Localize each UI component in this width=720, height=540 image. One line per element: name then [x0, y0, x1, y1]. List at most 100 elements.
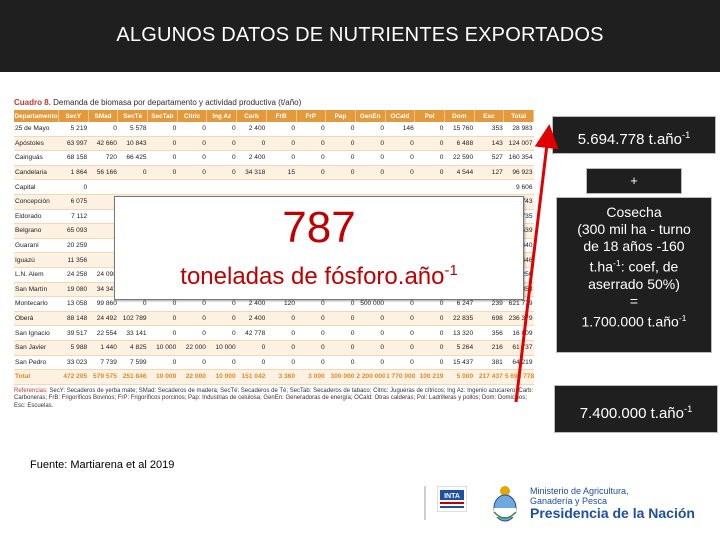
table-header-cell: Citric	[177, 110, 208, 122]
value-cell: 61 737	[503, 340, 534, 356]
total-value-cell: 217 437	[474, 369, 504, 385]
value-cell: 0	[266, 340, 296, 356]
value-cell: 0	[206, 311, 237, 327]
table-total-row: Total 472 205 579 575 251 846 10 000 22 000 10…	[14, 369, 534, 385]
value-cell: 19 080	[58, 282, 89, 298]
value-cell: 68 158	[58, 150, 89, 166]
value-cell: 10 843	[117, 136, 148, 152]
value-cell: 0	[117, 296, 148, 312]
argentina-shield-icon	[493, 486, 517, 522]
value-cell: 0	[355, 325, 386, 341]
table-row: Capital 0 9 606	[14, 179, 534, 195]
value-cell	[117, 179, 148, 195]
table-caption-prefix: Cuadro 8.	[14, 98, 51, 107]
table-row: Candelaria 1 864 56 166 0 0 0 0 34 318 15 0 0 0 0 0 4 …	[14, 165, 534, 181]
department-cell: Oberá	[14, 311, 59, 327]
value-cell	[236, 179, 267, 195]
total-value-cell: 3 360	[266, 369, 296, 385]
value-cell: 15 760	[444, 122, 475, 137]
value-cell: 9 606	[503, 179, 534, 195]
value-cell	[177, 179, 207, 195]
presidencia-label: Presidencia de la Nación	[530, 505, 695, 521]
total-value-cell: 3 000	[296, 369, 326, 385]
department-cell: San Martín	[14, 282, 59, 298]
value-cell: 146	[385, 122, 415, 137]
value-cell: 2 400	[236, 150, 267, 166]
value-cell: 102 789	[117, 311, 148, 327]
total-label-cell: Total	[14, 369, 59, 385]
value-cell: 0	[236, 340, 267, 356]
harvest-line-4: t.ha-1: coef, de	[589, 258, 679, 275]
value-cell: 0	[296, 122, 326, 137]
title-bar: ALGUNOS DATOS DE NUTRIENTES EXPORTADOS	[0, 0, 720, 72]
value-cell: 66 425	[117, 150, 148, 166]
table-header-cell: Departamento	[14, 110, 59, 122]
value-cell: 0	[385, 296, 415, 312]
value-cell: 0	[147, 311, 178, 327]
value-cell: 1 440	[88, 340, 118, 356]
value-cell: 22 554	[88, 325, 118, 341]
value-cell: 0	[266, 311, 296, 327]
value-cell: 527	[474, 150, 504, 166]
value-cell: 7 112	[58, 209, 89, 225]
harvest-box: Cosecha (300 mil ha - turno de 18 años -…	[556, 197, 712, 353]
value-cell: 120	[266, 296, 296, 312]
value-cell: 236 379	[503, 311, 534, 327]
value-cell: 0	[147, 296, 178, 312]
total-value-cell: 1 770 000	[385, 369, 415, 385]
table-header-cell: Ing Az	[206, 110, 238, 122]
table-row: San Javier 5 988 1 440 4 825 10 000 22 000 10 …	[14, 340, 534, 356]
value-cell: 0	[296, 136, 326, 152]
value-cell: 0	[355, 150, 386, 166]
value-cell: 0	[296, 325, 326, 341]
value-cell: 0	[177, 311, 207, 327]
table-caption: Cuadro 8. Demanda de biomasa por departa…	[14, 96, 534, 110]
value-cell: 0	[296, 165, 326, 181]
phosphorus-amount: 787	[282, 203, 356, 252]
value-cell: 353	[474, 122, 504, 137]
value-cell	[444, 179, 475, 195]
value-cell: 20 259	[58, 238, 89, 254]
table-row: San Pedro 33 023 7 739 7 599 0 0 0 0 0 0 0 0 0 0 15 43…	[14, 355, 534, 371]
harvest-line-3: de 18 años -160	[583, 238, 685, 254]
total-value-cell: 579 575	[88, 369, 118, 385]
value-cell	[414, 179, 445, 195]
value-cell	[474, 179, 504, 195]
value-cell: 11 356	[58, 252, 89, 268]
total-value-cell: 5 000	[444, 369, 475, 385]
total-value-cell: 300 000	[325, 369, 356, 385]
value-cell: 0	[355, 136, 386, 152]
table-caption-text: Demanda de biomasa por departamento y ac…	[53, 98, 302, 107]
value-cell: 698	[474, 311, 504, 327]
value-cell: 0	[355, 122, 386, 137]
value-cell	[147, 179, 178, 195]
value-cell: 6 075	[58, 194, 89, 210]
value-cell: 124 007	[503, 136, 534, 152]
department-cell: Apóstoles	[14, 136, 59, 152]
ministerio-label: Ministerio de Agricultura, Ganadería y P…	[530, 486, 629, 506]
value-cell: 0	[296, 340, 326, 356]
value-cell: 0	[414, 122, 445, 137]
value-cell: 2 400	[236, 122, 267, 137]
table-header-cell: Carb	[236, 110, 267, 122]
value-cell: 0	[325, 325, 356, 341]
phosphorus-callout: 787 toneladas de fósforo.año-1	[114, 196, 524, 300]
value-cell: 127	[474, 165, 504, 181]
value-cell: 0	[177, 122, 207, 137]
table-header-cell: Dom	[444, 110, 475, 122]
value-cell	[385, 179, 415, 195]
value-cell: 381	[474, 355, 504, 371]
source-note: Fuente: Martiarena et al 2019	[30, 459, 175, 471]
value-cell: 0	[147, 136, 178, 152]
value-cell: 0	[206, 325, 237, 341]
value-cell: 0	[325, 340, 356, 356]
value-cell	[325, 179, 356, 195]
value-cell: 42 660	[88, 136, 118, 152]
value-cell: 0	[177, 296, 207, 312]
table-header-cell: GenEn	[355, 110, 386, 122]
value-cell: 64 219	[503, 355, 534, 371]
value-cell: 0	[206, 355, 237, 371]
value-cell: 96 923	[503, 165, 534, 181]
total-value-cell: 5 694 778	[503, 369, 534, 385]
department-cell: Cainguás	[14, 150, 59, 166]
